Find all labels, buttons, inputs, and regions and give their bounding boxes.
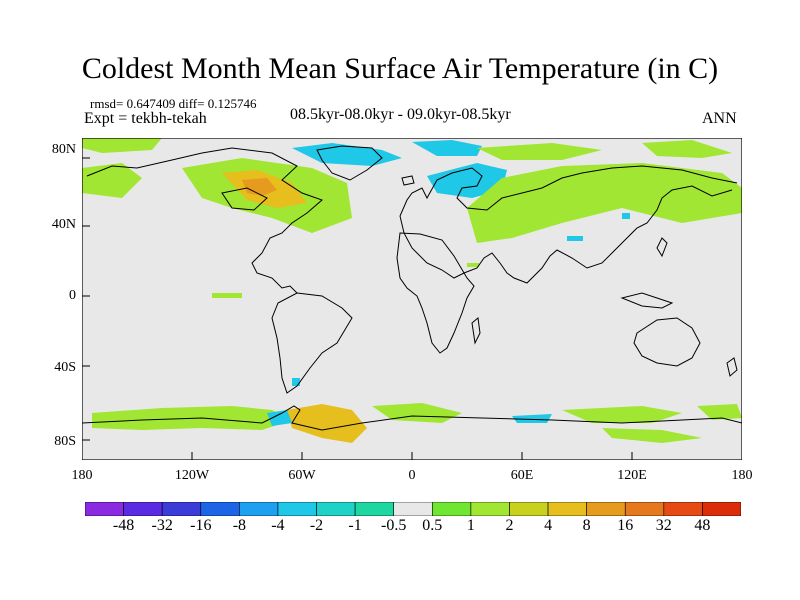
cold-region-peninsula	[267, 410, 292, 426]
page-title: Coldest Month Mean Surface Air Temperatu…	[81, 52, 719, 85]
patch-4	[622, 213, 630, 219]
colorbar-swatch	[239, 502, 279, 516]
lat-label-40s: 40S	[54, 360, 76, 375]
warm-region-siberia	[642, 140, 732, 158]
warm-region-arctic-w	[82, 138, 162, 153]
colorbar-swatch	[354, 502, 395, 516]
coastline-eurasia-north	[399, 165, 738, 217]
colorbar-label: 1	[466, 517, 475, 534]
lat-label-0: 0	[69, 288, 76, 303]
colorbar-swatch	[663, 502, 703, 516]
colorbar-swatch	[123, 502, 163, 516]
coastline-north-america	[86, 147, 323, 294]
coastline-new-zealand	[726, 357, 738, 377]
colorbar-swatch	[200, 502, 240, 516]
colorbar-label: 0.5	[422, 517, 443, 534]
cold-region-scandinavia	[427, 163, 507, 198]
colorbar-swatch	[161, 502, 202, 516]
warm-peak-na	[242, 178, 277, 196]
patch-3	[567, 236, 583, 241]
lon-label-60w: 60W	[288, 468, 316, 483]
warm-region-antarctic-e	[602, 428, 702, 443]
colorbar-label: 32	[655, 517, 672, 534]
coastline-hudson-bay	[221, 187, 268, 211]
season-text: ANN	[702, 110, 737, 127]
coastlines	[82, 145, 742, 431]
lon-label-120w: 120W	[174, 468, 210, 483]
lat-label-80s: 80S	[54, 434, 76, 449]
patch-1	[212, 293, 242, 298]
experiment-text: Expt = tekbh-tekah	[84, 110, 207, 127]
lat-label-40n: 40N	[51, 217, 76, 232]
coastline-indonesia	[620, 292, 674, 309]
colorbar-label: -1	[348, 517, 362, 534]
coastline-south-america	[271, 292, 353, 394]
coastline-japan	[656, 237, 668, 258]
lon-label-60e: 60E	[510, 468, 534, 483]
colorbar-label: -4	[271, 517, 285, 534]
colorbar-swatch	[586, 502, 626, 516]
patch-5	[292, 378, 300, 386]
coastline-australia	[633, 317, 701, 367]
colorbar-label: -8	[232, 517, 247, 534]
warm-region-arctic-e	[477, 143, 602, 160]
colorbar	[85, 502, 741, 516]
temperature-map	[82, 138, 742, 460]
colorbar-swatch	[547, 502, 587, 516]
lon-label-180w: 180	[71, 468, 93, 483]
colorbar-label: 8	[582, 517, 591, 534]
coastline-africa	[396, 232, 475, 354]
colorbar-swatch	[85, 502, 124, 516]
lon-label-120e: 120E	[617, 468, 647, 483]
warm-region-antarctic-ind	[562, 406, 682, 423]
colorbar-swatch	[470, 502, 510, 516]
colorbar-swatch	[509, 502, 549, 516]
anomaly-shading	[82, 138, 742, 443]
colorbar-label: -48	[112, 517, 135, 534]
cold-region-arctic	[292, 143, 402, 166]
coastline-madagascar	[471, 317, 481, 345]
colorbar-label: 16	[617, 517, 634, 534]
cold-region-arctic-2	[412, 140, 482, 156]
coastline-iceland	[401, 175, 415, 186]
coastline-antarctica	[82, 405, 742, 431]
colorbar-swatch	[431, 502, 472, 516]
colorbar-label: 4	[544, 517, 553, 534]
coastline-eurasia-south	[399, 185, 733, 284]
warm-region-eurasia	[467, 163, 742, 243]
cold-region-antarctic	[512, 414, 552, 423]
colorbar-label: -0.5	[381, 517, 407, 534]
lat-label-80n: 80N	[51, 142, 76, 157]
colorbar-swatch	[393, 502, 433, 516]
colorbar-swatch	[277, 502, 317, 516]
colorbar-label: -2	[309, 517, 324, 534]
map-ticks	[82, 157, 633, 460]
colorbar-swatch	[624, 502, 665, 516]
stats-text: rmsd= 0.647409 diff= 0.125746	[90, 96, 257, 111]
colorbar-label: 2	[505, 517, 514, 534]
colorbar-swatch	[316, 502, 356, 516]
colorbar-label: 48	[694, 517, 711, 534]
coastline-greenland	[316, 145, 383, 181]
patch-2	[467, 263, 479, 267]
colorbar-label: -16	[190, 517, 212, 534]
colorbar-label: -32	[151, 517, 173, 534]
lon-label-0: 0	[408, 468, 416, 483]
period-text: 08.5kyr-08.0kyr - 09.0kyr-08.5kyr	[290, 106, 511, 123]
warm-region-weddell	[287, 404, 367, 443]
warm-region-antarctic-ross	[697, 404, 742, 420]
lon-label-180e: 180	[731, 468, 753, 483]
colorbar-swatch	[702, 502, 741, 516]
